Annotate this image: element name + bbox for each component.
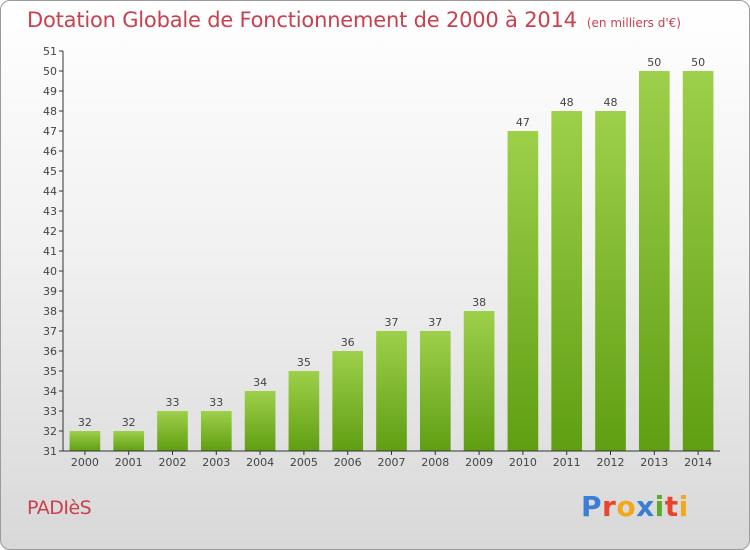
value-label-2014: 50 [691, 56, 705, 69]
logo-letter: o [616, 490, 637, 523]
y-tick-label-47: 47 [43, 125, 57, 138]
bar-2007 [376, 331, 407, 451]
y-tick-label-38: 38 [43, 305, 57, 318]
y-tick-label-43: 43 [43, 205, 57, 218]
y-tick-label-31: 31 [43, 445, 57, 458]
x-tick-label-2014: 2014 [684, 456, 712, 469]
x-tick-label-2011: 2011 [553, 456, 581, 469]
y-tick-label-32: 32 [43, 425, 57, 438]
x-tick-label-2004: 2004 [246, 456, 274, 469]
y-tick-label-36: 36 [43, 345, 57, 358]
x-tick-label-2006: 2006 [334, 456, 362, 469]
y-tick-label-40: 40 [43, 265, 57, 278]
x-tick-label-2001: 2001 [115, 456, 143, 469]
y-tick-label-37: 37 [43, 325, 57, 338]
logo-letter: i [654, 490, 665, 523]
value-label-2000: 32 [78, 416, 92, 429]
value-label-2008: 37 [428, 316, 442, 329]
bar-2008 [419, 331, 451, 451]
proxiti-logo[interactable]: Proxiti [581, 490, 689, 523]
bar-2009 [463, 311, 495, 451]
bar-2006 [332, 351, 364, 451]
bar-2014 [682, 71, 714, 451]
x-tick-label-2003: 2003 [202, 456, 230, 469]
y-tick-label-49: 49 [43, 85, 57, 98]
bar-2011 [551, 111, 583, 451]
x-tick-label-2005: 2005 [290, 456, 318, 469]
y-tick-label-50: 50 [43, 65, 57, 78]
y-tick-label-46: 46 [43, 145, 57, 158]
x-tick-label-2007: 2007 [378, 456, 406, 469]
value-label-2010: 47 [516, 116, 530, 129]
logo-letter: r [602, 490, 617, 523]
x-tick-label-2002: 2002 [159, 456, 187, 469]
y-tick-label-39: 39 [43, 285, 57, 298]
bar-2003 [200, 411, 232, 451]
value-label-2004: 34 [253, 376, 267, 389]
y-tick-label-51: 51 [43, 45, 57, 58]
axes-group [59, 50, 720, 455]
bar-2000 [69, 431, 101, 451]
y-tick-label-34: 34 [43, 385, 57, 398]
y-tick-label-35: 35 [43, 365, 57, 378]
y-tick-label-41: 41 [43, 245, 57, 258]
x-tick-label-2000: 2000 [71, 456, 99, 469]
value-label-2002: 33 [166, 396, 180, 409]
labels-group: 32 2000 32 2001 33 2002 33 2003 34 2004 35 2005 36 20… [43, 45, 712, 469]
chart-title-text: Dotation Globale de Fonctionnement de 20… [27, 8, 577, 32]
bar-2010 [507, 131, 539, 451]
value-label-2009: 38 [472, 296, 486, 309]
x-tick-label-2012: 2012 [597, 456, 625, 469]
x-tick-label-2008: 2008 [421, 456, 449, 469]
x-tick-label-2010: 2010 [509, 456, 537, 469]
value-label-2005: 35 [297, 356, 311, 369]
bar-2013 [638, 71, 670, 451]
value-label-2013: 50 [647, 56, 661, 69]
logo-letter: P [581, 490, 603, 523]
y-tick-label-48: 48 [43, 105, 57, 118]
logo-letter: x [636, 490, 655, 523]
x-tick-label-2013: 2013 [640, 456, 668, 469]
bar-2002 [157, 411, 188, 451]
chart-subtitle: (en milliers d'€) [586, 16, 681, 30]
y-tick-label-33: 33 [43, 405, 57, 418]
y-tick-label-44: 44 [43, 185, 57, 198]
value-label-2011: 48 [560, 96, 574, 109]
value-label-2012: 48 [604, 96, 618, 109]
bars-group [69, 71, 714, 451]
value-label-2007: 37 [385, 316, 399, 329]
bar-2012 [595, 111, 626, 451]
place-name: PADIèS [27, 497, 92, 519]
logo-letter: t [664, 490, 679, 523]
logo-letter: i [678, 490, 689, 523]
y-tick-label-45: 45 [43, 165, 57, 178]
bar-2005 [288, 371, 320, 451]
bar-2004 [244, 391, 276, 451]
value-label-2006: 36 [341, 336, 355, 349]
bar-2001 [113, 431, 145, 451]
y-tick-label-42: 42 [43, 225, 57, 238]
chart-title: Dotation Globale de Fonctionnement de 20… [27, 8, 681, 32]
x-tick-label-2009: 2009 [465, 456, 493, 469]
value-label-2003: 33 [209, 396, 223, 409]
value-label-2001: 32 [122, 416, 136, 429]
